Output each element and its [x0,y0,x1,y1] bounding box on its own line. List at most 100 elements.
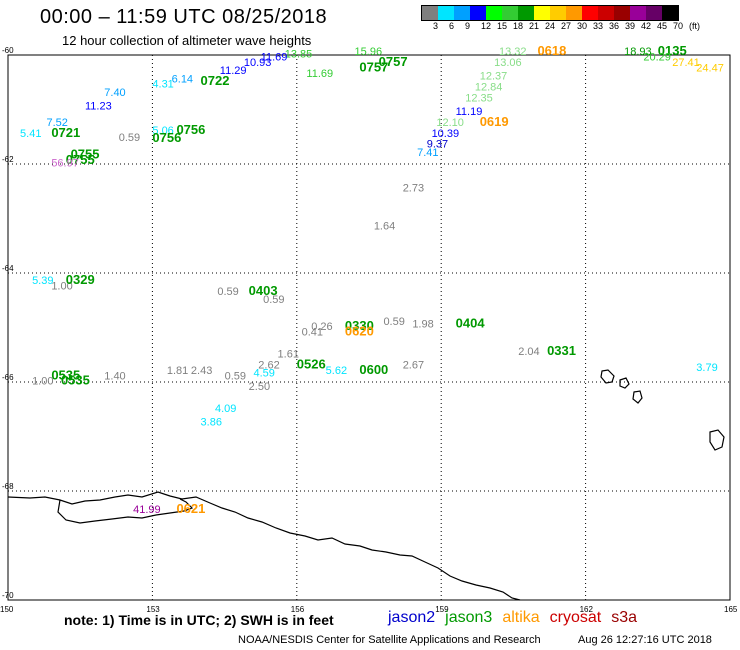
wave-height-value: 12.84 [475,81,503,93]
legend-label: 12 [481,21,492,31]
legend-label: 39 [625,21,636,31]
wave-height-value: 3.86 [201,417,222,429]
legend-label: 6 [449,21,455,31]
x-tick-label: 156 [291,605,305,614]
wave-height-value: 7.40 [104,87,125,99]
satellite-legend: jason2 jason3 altika cryosat s3a [388,609,647,627]
balleny-island-2 [619,377,630,389]
pass-time-label: 0331 [547,343,576,358]
balleny-island-3 [632,390,643,404]
coastal-ice-shelf [57,498,194,524]
legend-label: 21 [529,21,540,31]
pass-time-label: 0403 [249,283,278,298]
wave-height-value: 12.10 [436,117,464,129]
map-frame [7,54,731,601]
wave-height-value: 1.81 [167,365,188,377]
pass-time-label: 0404 [456,316,486,331]
legend-label: 36 [609,21,620,31]
satellite-altika: altika [502,609,540,626]
wave-height-value: 1.40 [104,370,125,382]
balleny-island-4 [709,429,725,451]
wave-height-value: 11.69 [261,51,288,63]
pass-time-label: 0755 [66,152,95,167]
pass-time-label: 0756 [152,130,181,145]
wave-height-value: 13.06 [494,57,522,69]
legend-swatch [614,6,630,20]
color-scale-legend [421,5,679,21]
wave-height-value: 0.26 [311,321,332,333]
pass-time-label: 0330 [345,318,374,333]
wave-height-value: 13.85 [285,49,313,61]
credit-text: NOAA/NESDIS Center for Satellite Applica… [238,634,541,646]
wave-height-value: 56.97 [51,158,79,170]
wave-height-value: 12.37 [480,71,508,83]
legend-swatch [470,6,486,20]
wave-height-value: 27.41 [672,57,700,69]
y-tick-label: -68 [2,482,14,491]
y-tick-label: -62 [2,155,14,164]
wave-height-value: 10.93 [244,57,272,69]
wave-height-value: 3.79 [696,362,717,374]
legend-swatch [630,6,646,20]
wave-height-value: 0.59 [263,294,284,306]
legend-swatch [422,6,438,20]
wave-height-value: 0.59 [225,370,246,382]
pass-time-label: 0621 [176,501,205,516]
legend-swatch [646,6,662,20]
wave-height-value: 15.96 [355,46,383,58]
wave-height-value: 0.59 [119,132,140,144]
page-title: 00:00 – 11:59 UTC 08/25/2018 [40,6,328,28]
wave-height-value: 2.43 [191,365,212,377]
wave-height-value: 11.69 [306,68,333,80]
wave-height-value: 24.47 [696,62,724,74]
pass-time-label: 0526 [297,356,326,371]
legend-swatch [566,6,582,20]
legend-label: 27 [561,21,572,31]
wave-height-value: 5.39 [32,275,53,287]
pass-time-label: 0618 [537,43,566,58]
pass-time-label: 0600 [359,362,388,377]
wave-height-value: 0.41 [302,327,323,339]
y-tick-label: -70 [2,591,14,600]
x-tick-label: 150 [0,605,14,614]
wave-height-value: 5.06 [152,125,173,137]
legend-swatch [582,6,598,20]
coastline [7,369,725,601]
wave-height-value: 20.29 [643,51,671,63]
satellite-s3a: s3a [611,609,638,626]
x-tick-label: 165 [724,605,738,614]
legend-swatch [534,6,550,20]
pass-time-label: 0135 [658,43,687,58]
y-tick-label: -64 [2,264,14,273]
wave-height-value: 13.32 [499,46,527,58]
x-tick-label: 159 [435,605,449,614]
x-tick-label: 153 [146,605,160,614]
balleny-island-1 [600,369,615,384]
legend-label: 24 [545,21,556,31]
pass-time-label: 0757 [379,54,408,69]
pass-time-label: 0722 [201,73,230,88]
wave-height-value: 2.50 [249,381,270,393]
legend-label: 33 [593,21,604,31]
wave-height-value: 2.73 [403,182,424,194]
wave-height-value: 7.41 [417,147,438,159]
wave-height-value: 10.39 [432,128,460,140]
wave-height-value: 2.04 [518,346,539,358]
wave-height-value: 11.29 [220,65,247,77]
satellite-cryosat: cryosat [549,609,602,626]
y-tick-label: -60 [2,46,14,55]
legend-label: 15 [497,21,508,31]
wave-height-value: 1.98 [412,319,433,331]
legend-swatch [454,6,470,20]
wave-height-value: 18.93 [624,46,652,58]
wave-height-value: 0.59 [383,316,404,328]
footer-note: note: 1) Time is in UTC; 2) SWH is in fe… [64,612,334,628]
wave-height-value: 2.67 [403,359,424,371]
page-subtitle: 12 hour collection of altimeter wave hei… [62,33,312,48]
wave-height-value: 1.00 [51,280,72,292]
legend-swatch [486,6,502,20]
pass-time-label: 0620 [345,324,374,339]
legend-label: 3 [433,21,439,31]
pass-time-label: 0329 [66,272,95,287]
